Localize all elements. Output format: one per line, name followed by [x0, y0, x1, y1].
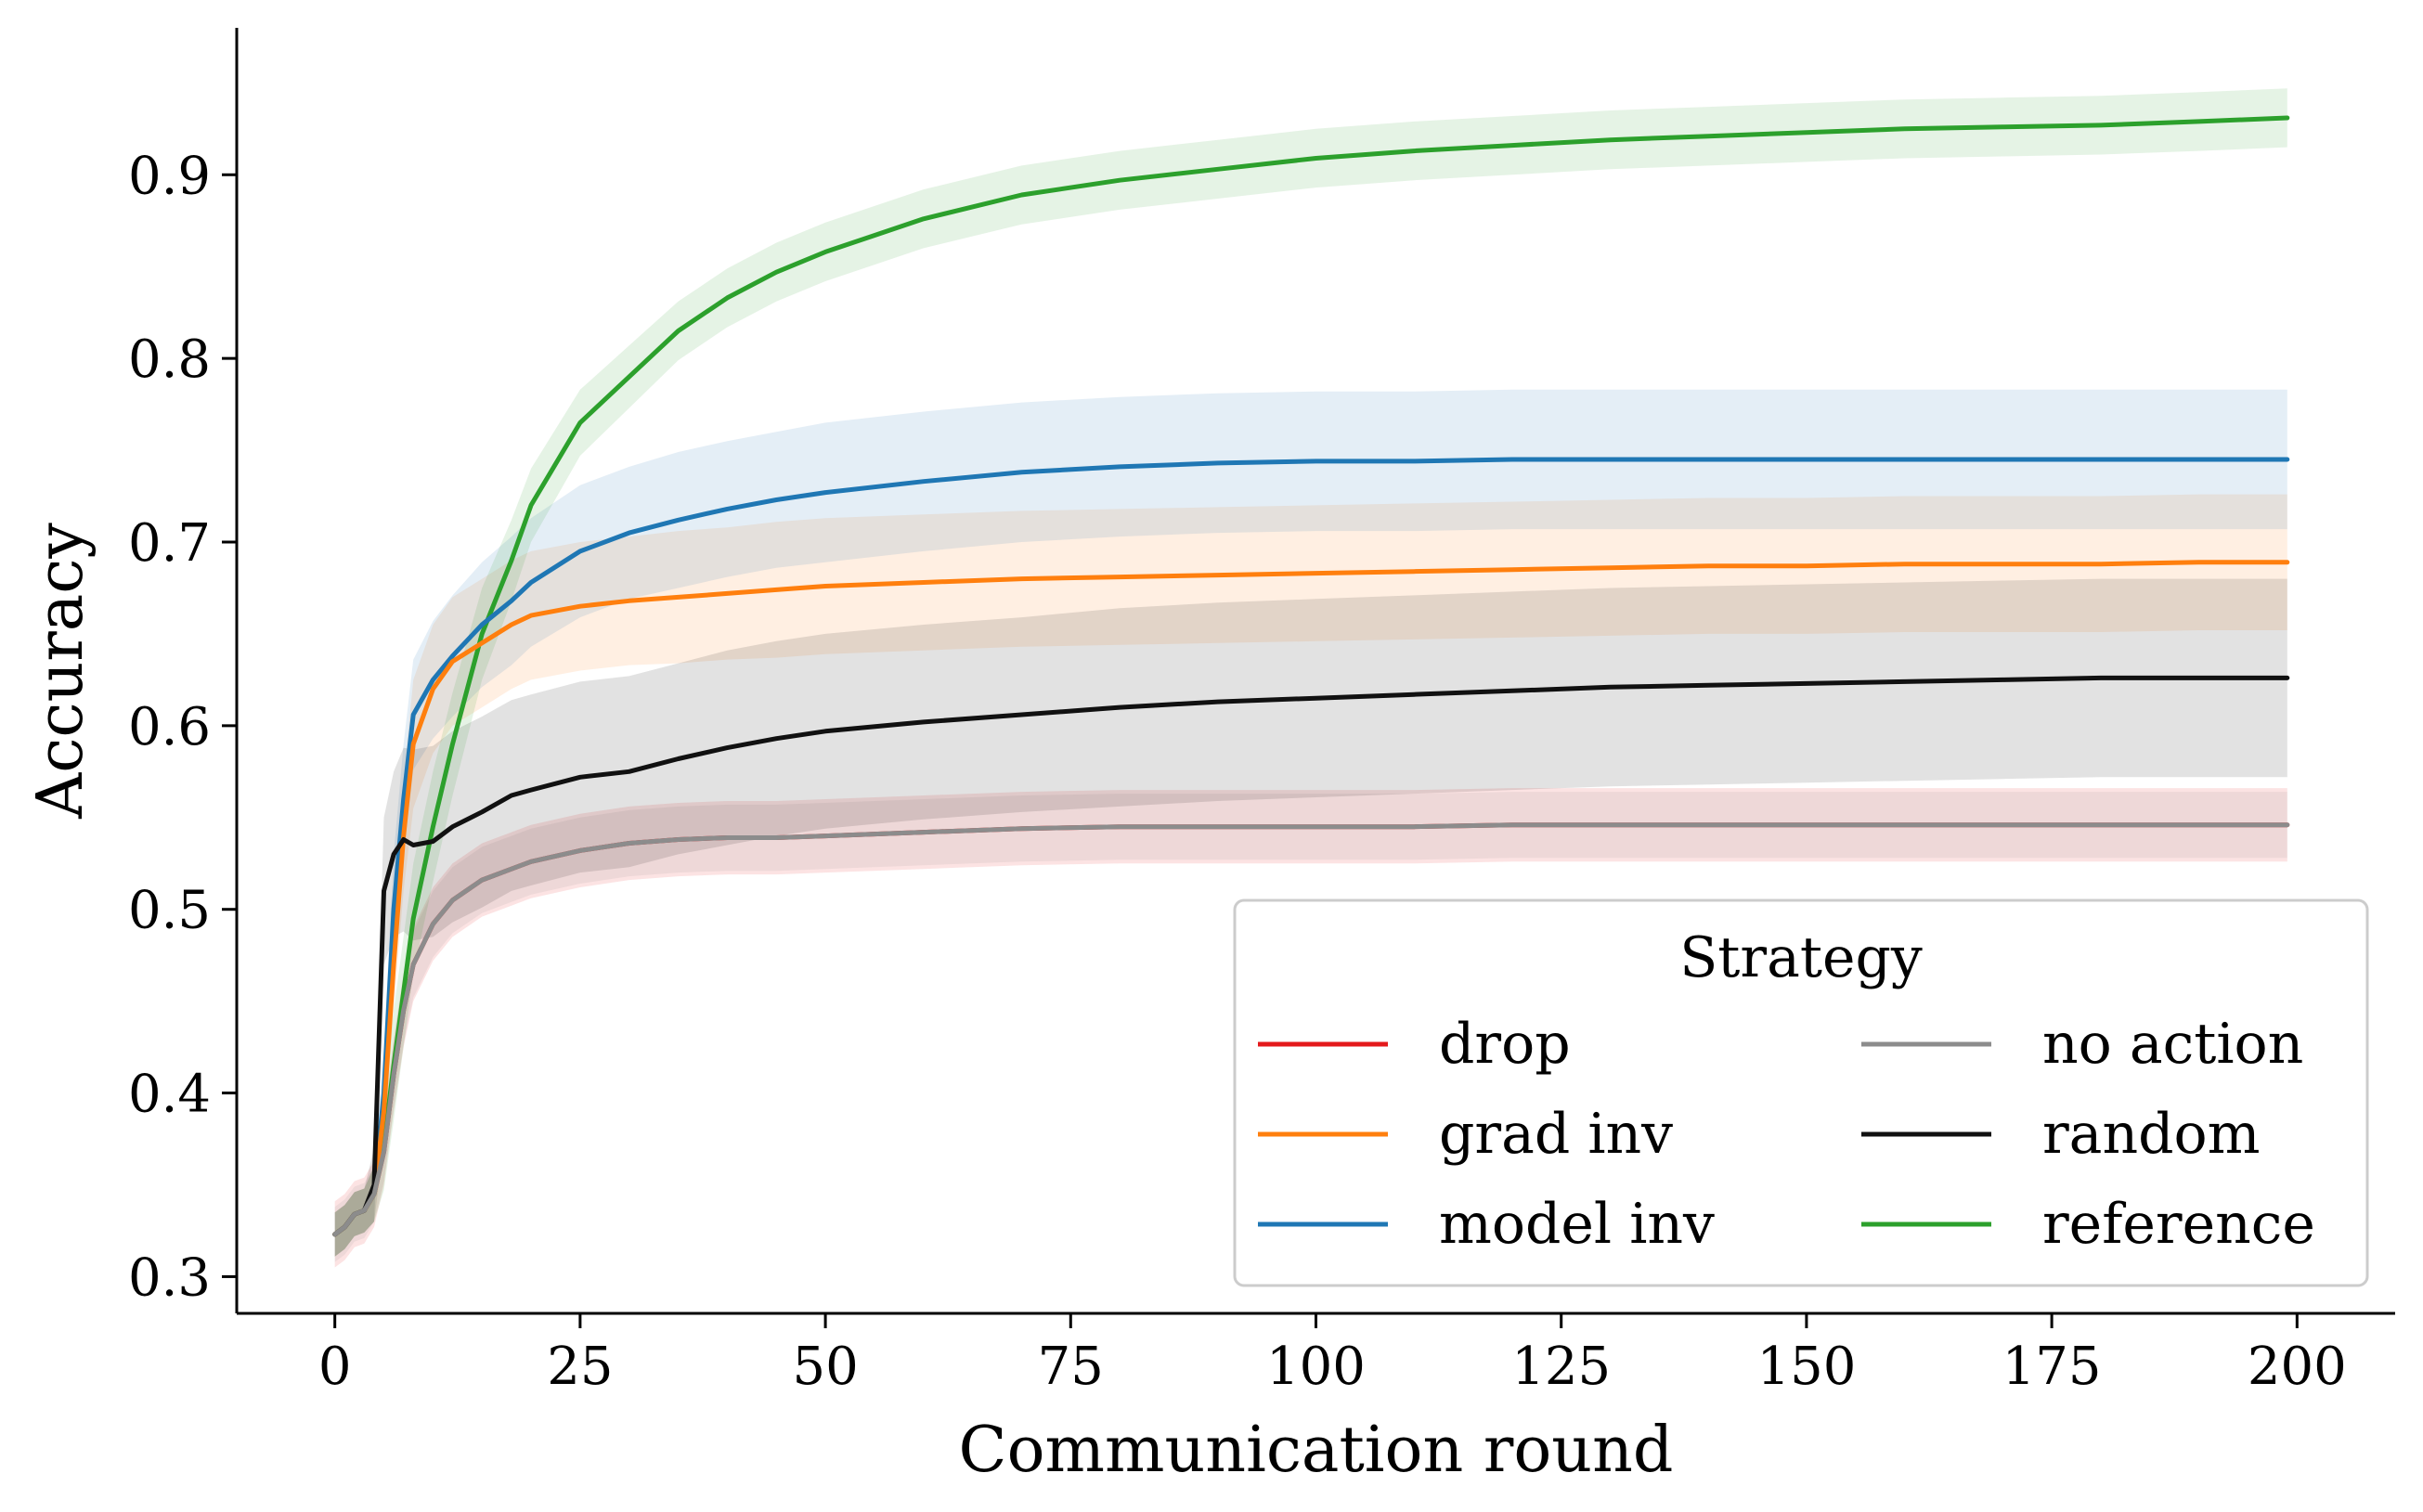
x-tick-label: 150: [1756, 1337, 1856, 1397]
band-model-inv: [334, 389, 2287, 1257]
band-drop: [334, 788, 2287, 1268]
x-tick-label: 0: [318, 1337, 352, 1397]
confidence-bands: [334, 88, 2287, 1268]
x-tick-label: 125: [1511, 1337, 1611, 1397]
band-grad-inv: [334, 494, 2287, 1257]
y-axis-ticks: 0.3 0.4 0.5 0.6 0.7 0.8 0.9: [128, 146, 237, 1308]
y-tick-label: 0.5: [128, 881, 211, 941]
y-tick-label: 0.8: [128, 330, 211, 390]
x-axis-label: Communication round: [959, 1414, 1674, 1487]
x-tick-label: 175: [2002, 1337, 2102, 1397]
legend-label-grad-inv: grad inv: [1439, 1102, 1673, 1167]
legend-entries: drop grad inv model inv no action random refe…: [1258, 1012, 2315, 1257]
legend-label-model-inv: model inv: [1439, 1192, 1715, 1257]
band-random: [334, 578, 2287, 1257]
x-tick-label: 100: [1266, 1337, 1366, 1397]
x-axis-ticks: 0 25 50 75 100 125 150 175 200: [318, 1313, 2347, 1397]
legend-label-reference: reference: [2042, 1192, 2315, 1257]
y-tick-label: 0.7: [128, 513, 211, 574]
legend-title: Strategy: [1679, 925, 1923, 990]
y-tick-label: 0.6: [128, 697, 211, 757]
y-tick-label: 0.3: [128, 1247, 211, 1308]
y-axis-label: Accuracy: [24, 523, 97, 820]
line-model-inv: [332, 457, 2290, 1237]
line-grad-inv: [332, 560, 2290, 1237]
legend-label-no-action: no action: [2042, 1012, 2303, 1077]
legend-label-drop: drop: [1439, 1012, 1571, 1077]
y-tick-label: 0.4: [128, 1065, 211, 1125]
x-tick-label: 50: [792, 1337, 858, 1397]
legend-label-random: random: [2042, 1102, 2261, 1167]
series-lines: [332, 115, 2290, 1237]
band-no-action: [334, 792, 2287, 1262]
y-tick-label: 0.9: [128, 146, 211, 206]
line-random: [332, 675, 2290, 1237]
legend: Strategy drop grad inv model inv no action r…: [1233, 898, 2369, 1287]
legend-box: [1233, 898, 2369, 1287]
x-tick-label: 75: [1038, 1337, 1104, 1397]
line-no-action: [332, 822, 2290, 1237]
x-tick-label: 200: [2248, 1337, 2347, 1397]
x-tick-label: 25: [547, 1337, 613, 1397]
